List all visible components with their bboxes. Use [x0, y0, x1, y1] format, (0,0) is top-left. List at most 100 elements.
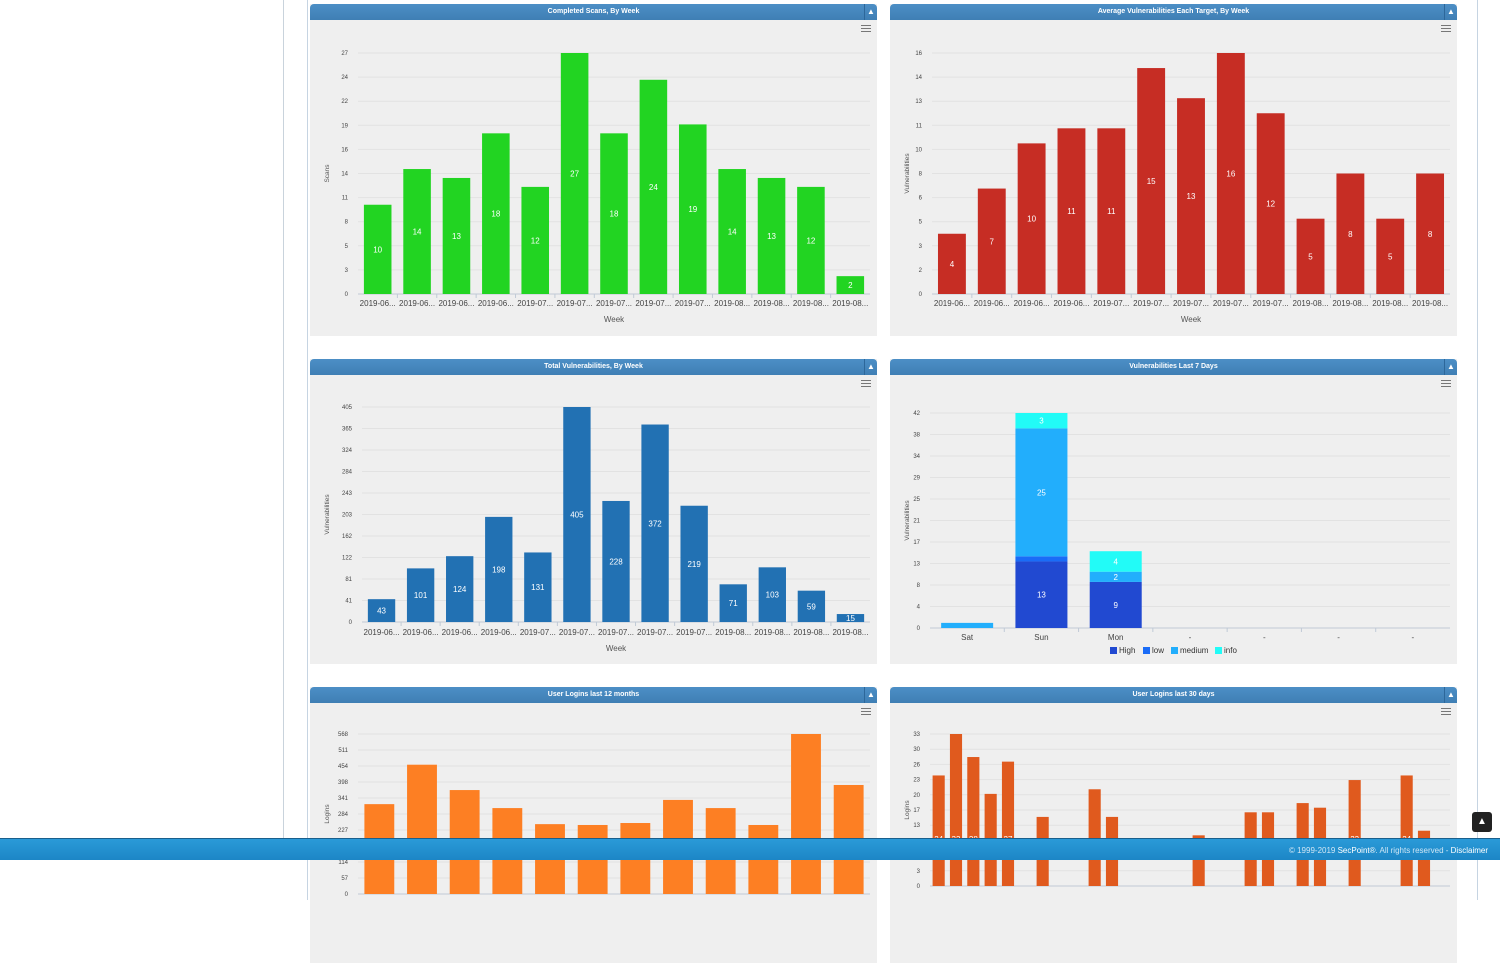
- collapse-button[interactable]: ▲: [1444, 687, 1457, 703]
- bar[interactable]: [535, 824, 565, 894]
- hamburger-menu-icon[interactable]: [1441, 708, 1451, 716]
- legend-item[interactable]: High: [1119, 646, 1135, 655]
- x-tick-label: 2019-08...: [1412, 299, 1448, 308]
- bar[interactable]: [602, 500, 630, 622]
- bar[interactable]: [1097, 128, 1126, 294]
- legend-swatch[interactable]: [1171, 647, 1178, 654]
- bar[interactable]: [521, 186, 550, 294]
- footer-brand-link[interactable]: SecPoint®: [1337, 846, 1376, 855]
- x-tick-label: 2019-08...: [832, 628, 868, 637]
- bar[interactable]: [1057, 128, 1086, 294]
- bar[interactable]: [718, 169, 746, 294]
- bar[interactable]: [442, 177, 471, 294]
- bar[interactable]: [1137, 68, 1166, 294]
- bar[interactable]: [560, 53, 589, 294]
- legend-item[interactable]: medium: [1180, 646, 1209, 655]
- bar[interactable]: [757, 177, 786, 294]
- disclaimer-link[interactable]: Disclaimer: [1450, 846, 1488, 855]
- hamburger-menu-icon[interactable]: [861, 380, 871, 388]
- bar[interactable]: [949, 734, 963, 886]
- bar[interactable]: [836, 276, 865, 294]
- bar-segment-medium[interactable]: [1089, 571, 1142, 582]
- hamburger-menu-icon[interactable]: [861, 708, 871, 716]
- bar[interactable]: [791, 734, 821, 894]
- collapse-button[interactable]: ▲: [864, 687, 877, 703]
- scroll-to-top-button[interactable]: ▲: [1472, 812, 1492, 832]
- data-label: 405: [570, 511, 584, 520]
- legend-item[interactable]: info: [1224, 646, 1237, 655]
- bar-segment-low[interactable]: [1015, 556, 1068, 562]
- bar[interactable]: [1348, 780, 1361, 886]
- bar[interactable]: [797, 186, 825, 294]
- bar[interactable]: [967, 757, 980, 886]
- bar-segment-medium[interactable]: [1015, 428, 1068, 557]
- bar[interactable]: [485, 516, 513, 622]
- legend-swatch[interactable]: [1143, 647, 1150, 654]
- chart-body: 057114170227284341398454511568Logins4595…: [310, 703, 877, 963]
- bar[interactable]: [1336, 173, 1365, 295]
- bar[interactable]: [1400, 775, 1413, 886]
- data-label: 18: [610, 210, 619, 219]
- legend-swatch[interactable]: [1110, 647, 1117, 654]
- bar[interactable]: [367, 599, 396, 622]
- collapse-button[interactable]: ▲: [1444, 359, 1457, 375]
- legend-item[interactable]: low: [1152, 646, 1164, 655]
- data-label: 8: [1428, 230, 1433, 239]
- bar-segment-High[interactable]: [1089, 581, 1142, 628]
- bar[interactable]: [678, 124, 707, 294]
- data-label: 2: [1113, 573, 1118, 582]
- bar[interactable]: [446, 556, 474, 622]
- bar[interactable]: [403, 169, 431, 294]
- bar[interactable]: [932, 775, 945, 886]
- collapse-button[interactable]: ▲: [864, 4, 877, 20]
- chart-panel: Completed Scans, By Week ▲ 0 3 5 8 11 14 16 19 22…: [310, 4, 877, 336]
- bar[interactable]: [797, 590, 826, 622]
- bar[interactable]: [577, 824, 608, 894]
- bar[interactable]: [563, 407, 591, 622]
- data-label: 13: [452, 232, 461, 241]
- x-tick-label: 2019-08...: [1293, 299, 1329, 308]
- chart-panel: Vulnerabilities Last 7 Days ▲ 0 4 8 13 17 21 25…: [890, 359, 1457, 664]
- bar[interactable]: [363, 204, 392, 294]
- bar-segment-info[interactable]: [1015, 413, 1068, 429]
- collapse-button[interactable]: ▲: [864, 359, 877, 375]
- bar-segment-info[interactable]: [1089, 551, 1142, 572]
- data-label: 71: [729, 599, 738, 608]
- bar-segment-medium[interactable]: [941, 622, 994, 628]
- hamburger-menu-icon[interactable]: [1441, 25, 1451, 33]
- y-tick-label: 8: [345, 220, 349, 226]
- bar[interactable]: [680, 505, 708, 622]
- bar[interactable]: [1177, 98, 1205, 294]
- bar[interactable]: [406, 568, 435, 622]
- bar[interactable]: [1017, 143, 1046, 294]
- y-tick-label: 398: [338, 780, 349, 786]
- bar[interactable]: [1416, 173, 1445, 295]
- bar[interactable]: [641, 424, 669, 622]
- bar[interactable]: [719, 584, 747, 622]
- bar[interactable]: [1001, 761, 1015, 886]
- bar[interactable]: [1296, 218, 1325, 294]
- bar-segment-High[interactable]: [1015, 561, 1068, 628]
- bar[interactable]: [1376, 218, 1405, 294]
- hamburger-menu-icon[interactable]: [1441, 380, 1451, 388]
- bar[interactable]: [836, 614, 865, 622]
- bar[interactable]: [407, 764, 437, 894]
- data-label: 5: [1308, 252, 1313, 261]
- collapse-button[interactable]: ▲: [1444, 4, 1457, 20]
- bar[interactable]: [524, 552, 552, 622]
- hamburger-menu-icon[interactable]: [861, 25, 871, 33]
- bar[interactable]: [482, 133, 510, 294]
- bar[interactable]: [1216, 53, 1245, 294]
- panel-title: Total Vulnerabilities, By Week: [544, 363, 643, 370]
- y-tick-label: 122: [342, 556, 353, 562]
- legend-swatch[interactable]: [1215, 647, 1222, 654]
- bar[interactable]: [1256, 113, 1285, 294]
- data-label: 14: [413, 228, 422, 237]
- bar[interactable]: [639, 79, 668, 295]
- bar[interactable]: [758, 567, 786, 622]
- bar[interactable]: [977, 188, 1006, 294]
- bar[interactable]: [748, 824, 779, 894]
- panel-title: Completed Scans, By Week: [547, 8, 640, 15]
- bar[interactable]: [937, 233, 966, 294]
- bar[interactable]: [600, 133, 628, 294]
